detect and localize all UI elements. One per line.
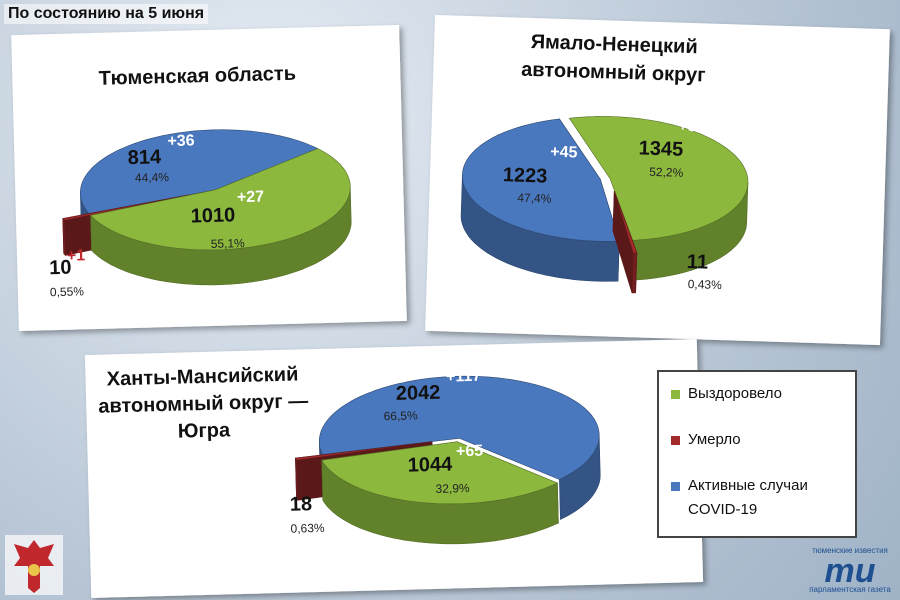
header: По состоянию на 5 июня — [4, 4, 209, 24]
legend-item: Умерло — [671, 428, 843, 452]
logo-top: тюменские известия — [812, 546, 888, 555]
pie-slice — [89, 148, 352, 286]
change-label: +36 — [167, 132, 195, 150]
value-label: 814 — [127, 146, 162, 169]
logo: тюменские известия ти парламентская газе… — [809, 546, 891, 594]
percent-label: 52,2% — [649, 165, 684, 180]
value-label: 1044 — [407, 453, 453, 476]
change-label: +65 — [456, 443, 484, 461]
pie-slice — [568, 116, 749, 281]
pie-slice — [460, 118, 620, 282]
chart-title: Ханты-Мансийский — [106, 363, 298, 390]
pie-slice — [612, 190, 638, 294]
slice-top — [89, 148, 351, 251]
slice-top — [318, 375, 600, 480]
change-label: +31 — [678, 118, 706, 136]
pie-chart: Тюменская область 1010+27 55,1% 10+1 0,55% 81… — [49, 63, 352, 299]
value-label: 1010 — [190, 204, 235, 227]
legend-label: Умерло — [688, 431, 741, 448]
chart-title: Ямало-Ненецкий — [530, 31, 698, 58]
slice-top — [80, 129, 319, 214]
legend: Выздоровело Умерло Активные случаи COVID-1… — [657, 370, 857, 538]
pie-slice — [321, 441, 559, 545]
percent-label: 47,4% — [517, 191, 552, 206]
logo-main: ти — [825, 552, 876, 590]
percent-label: 44,4% — [135, 170, 170, 185]
value-label: 1345 — [638, 137, 683, 160]
legend-swatch — [671, 390, 680, 399]
percent-label: 0,43% — [688, 277, 723, 292]
legend-label: Активные случаи COVID-19 — [688, 477, 808, 518]
logo-bottom: парламентская газета — [809, 585, 891, 594]
percent-label: 55,1% — [211, 236, 246, 251]
legend-item: Выздоровело — [671, 382, 843, 406]
chart-title: Югра — [178, 419, 232, 442]
value-label: 1223 — [502, 164, 547, 187]
change-label: +117 — [446, 368, 482, 386]
slice-top — [568, 116, 749, 241]
change-label: +1 — [67, 247, 86, 264]
percent-label: 66,5% — [383, 408, 418, 423]
legend-label: Выздоровело — [688, 385, 783, 402]
legend-swatch — [671, 482, 680, 491]
slice-top — [613, 190, 638, 254]
value-label: 2042 — [396, 382, 441, 405]
change-label: +45 — [550, 144, 578, 162]
slice-top — [462, 118, 620, 242]
percent-label: 0,55% — [50, 284, 85, 299]
slice-top — [321, 441, 559, 505]
chart-title: автономный округ — — [98, 390, 308, 417]
percent-label: 0,63% — [290, 521, 325, 536]
value-label: 18 — [290, 493, 313, 516]
change-label: +27 — [237, 189, 265, 207]
chart-title: Тюменская область — [98, 63, 296, 90]
value-label: 10 — [49, 257, 72, 280]
percent-label: 32,9% — [435, 481, 470, 496]
emblem — [5, 535, 63, 595]
slice-top — [294, 441, 433, 461]
value-label: 11 — [687, 251, 709, 274]
legend-item: Активные случаи COVID-19 — [671, 474, 843, 522]
legend-swatch — [671, 436, 680, 445]
